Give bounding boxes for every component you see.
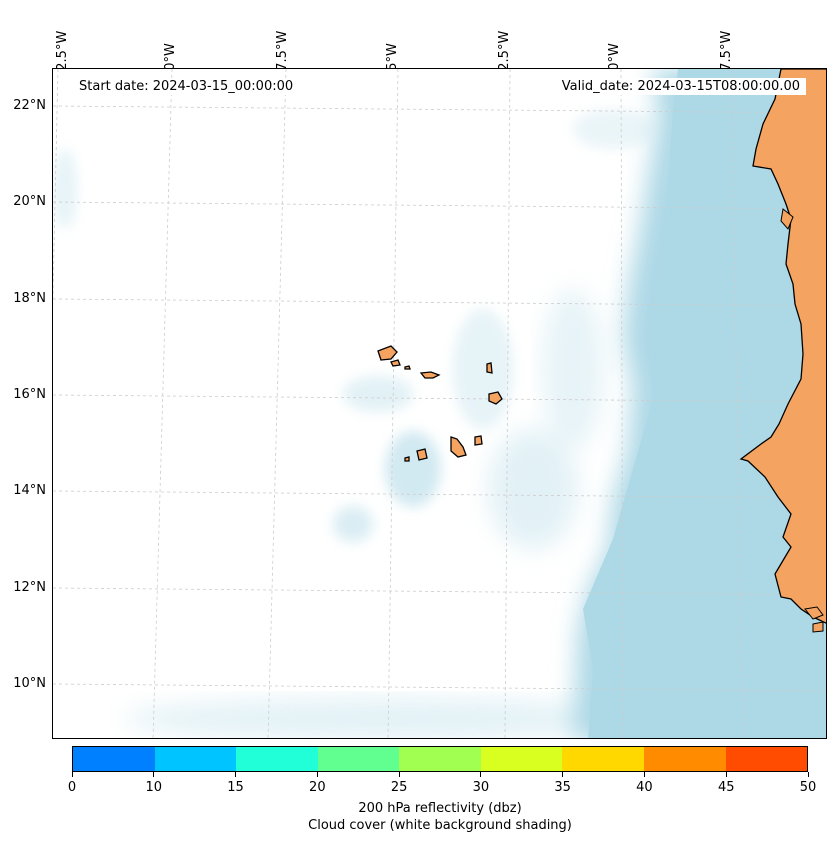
cloud-patch <box>123 699 643 738</box>
colorbar-tick <box>71 772 73 777</box>
bijagos-island <box>804 606 824 620</box>
lat-label-22n: 22°N <box>13 98 46 113</box>
colorbar-tick <box>562 772 564 777</box>
cloud-cover-shading <box>53 69 826 738</box>
colorbar-tick <box>316 772 318 777</box>
start-date-label: Start date: 2024-03-15_00:00:00 <box>73 78 300 95</box>
map-canvas <box>53 69 826 738</box>
reflectivity-colorbar <box>72 746 808 772</box>
colorbar-tick-label: 35 <box>554 780 571 795</box>
colorbar-tick-label: 40 <box>636 780 653 795</box>
meridian-line <box>267 69 287 738</box>
island-santiago <box>450 436 467 458</box>
island-fogo <box>416 448 428 461</box>
colorbar-tick-label: 20 <box>309 780 326 795</box>
colorbar-label: 200 hPa reflectivity (dbz) <box>358 801 522 816</box>
lat-label-10n: 10°N <box>13 676 46 691</box>
cloud-patch <box>573 109 653 149</box>
bijagos-island <box>812 621 824 633</box>
colorbar-segment <box>317 747 400 771</box>
colorbar-tick <box>398 772 400 777</box>
african-coast-land <box>739 69 826 624</box>
cloud-patch <box>333 506 373 542</box>
cloud-band-inner <box>583 69 826 738</box>
lat-label-18n: 18°N <box>13 291 46 306</box>
valid-date-label: Valid_date: 2024-03-15T08:00:00.00 <box>555 78 806 95</box>
colorbar-tick-label: 50 <box>799 780 817 795</box>
colorbar-tick <box>643 772 645 777</box>
cloud-patch <box>385 431 441 507</box>
colorbar-segment <box>725 747 808 771</box>
cloud-patch <box>543 289 603 449</box>
colorbar-segment <box>73 747 155 771</box>
graticule <box>53 69 826 738</box>
island-brava <box>404 456 410 462</box>
colorbar-tick-label: 0 <box>67 780 77 795</box>
colorbar-tick <box>153 772 155 777</box>
colorbar-tick-label: 25 <box>390 780 408 795</box>
colorbar-tick <box>235 772 237 777</box>
colorbar-tick-label: 30 <box>472 780 490 795</box>
cape-verde-islands <box>377 345 503 462</box>
colorbar-segment <box>399 747 481 771</box>
lat-label-12n: 12°N <box>13 580 46 595</box>
island-sao-vicente <box>390 359 401 367</box>
lat-label-14n: 14°N <box>13 483 46 498</box>
island-santa-luzia <box>404 365 411 370</box>
colorbar-segment <box>562 747 644 771</box>
meridian-line <box>504 69 511 738</box>
island-santo-antao <box>377 345 398 361</box>
cloud-patch <box>53 149 77 229</box>
colorbar-tick <box>807 772 809 777</box>
colorbar-tick-label: 10 <box>145 780 163 795</box>
colorbar-sublabel: Cloud cover (white background shading) <box>308 818 572 833</box>
lat-label-16n: 16°N <box>13 387 46 402</box>
colorbar-tick <box>480 772 482 777</box>
lat-label-20n: 20°N <box>13 194 46 209</box>
cloud-patch <box>488 429 578 549</box>
cloud-patch <box>343 376 413 412</box>
colorbar-tick-label: 45 <box>717 780 735 795</box>
island-boa-vista <box>488 391 503 405</box>
meridian-line <box>620 69 624 738</box>
land-inlet <box>780 208 794 230</box>
colorbar-segment <box>236 747 318 771</box>
colorbar-tick-label: 15 <box>227 780 244 795</box>
map-panel: Start date: 2024-03-15_00:00:00 Valid_da… <box>52 68 827 739</box>
island-sao-nicolau <box>419 371 441 379</box>
colorbar-tick <box>725 772 727 777</box>
meridian-line <box>730 69 744 738</box>
colorbar-segment <box>643 747 726 771</box>
cloud-patch <box>453 309 513 429</box>
meridian-line <box>152 69 173 738</box>
colorbar-segment <box>154 747 237 771</box>
island-maio <box>474 435 483 446</box>
island-sal <box>486 362 493 374</box>
meridian-line <box>387 69 399 738</box>
colorbar-segment <box>480 747 563 771</box>
